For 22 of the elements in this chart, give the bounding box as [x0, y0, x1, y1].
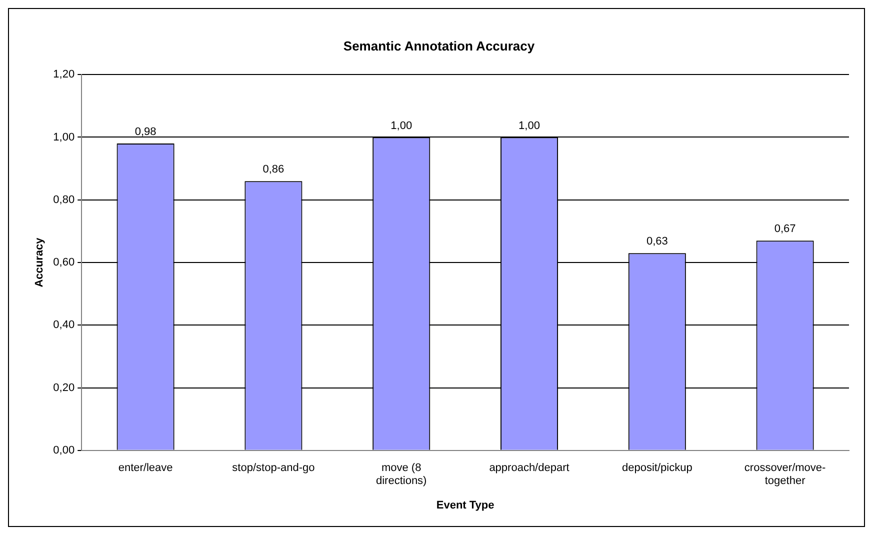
- data-label: 0,67: [774, 223, 796, 236]
- y-tick-label: 0,40: [53, 319, 75, 332]
- x-tick-label: stop/stop-and-go: [232, 462, 315, 474]
- chart-title: Semantic Annotation Accuracy: [343, 38, 536, 54]
- data-label: 0,98: [134, 126, 156, 138]
- y-tick-label: 0,60: [53, 256, 75, 269]
- data-label: 1,00: [390, 120, 412, 132]
- y-tick-label: 1,00: [53, 131, 75, 144]
- x-axis-title: Event Type: [436, 499, 494, 512]
- x-tick-label: crossover/move-together: [744, 462, 826, 488]
- x-tick-label: enter/leave: [118, 462, 173, 474]
- data-label: 1,00: [518, 120, 540, 132]
- x-tick-label: move (8 directions): [376, 462, 427, 488]
- x-tick-label: deposit/pickup: [622, 462, 692, 474]
- y-tick-label: 0,80: [53, 194, 75, 206]
- data-label: 0,63: [646, 236, 668, 248]
- y-axis-title: Accuracy: [34, 236, 46, 288]
- y-tick-label: 0,20: [53, 382, 75, 394]
- y-tick-label: 0,00: [53, 444, 75, 456]
- x-tick-label: approach/depart: [489, 462, 570, 474]
- data-label: 0,86: [262, 164, 284, 176]
- y-tick-label: 1,20: [53, 68, 75, 81]
